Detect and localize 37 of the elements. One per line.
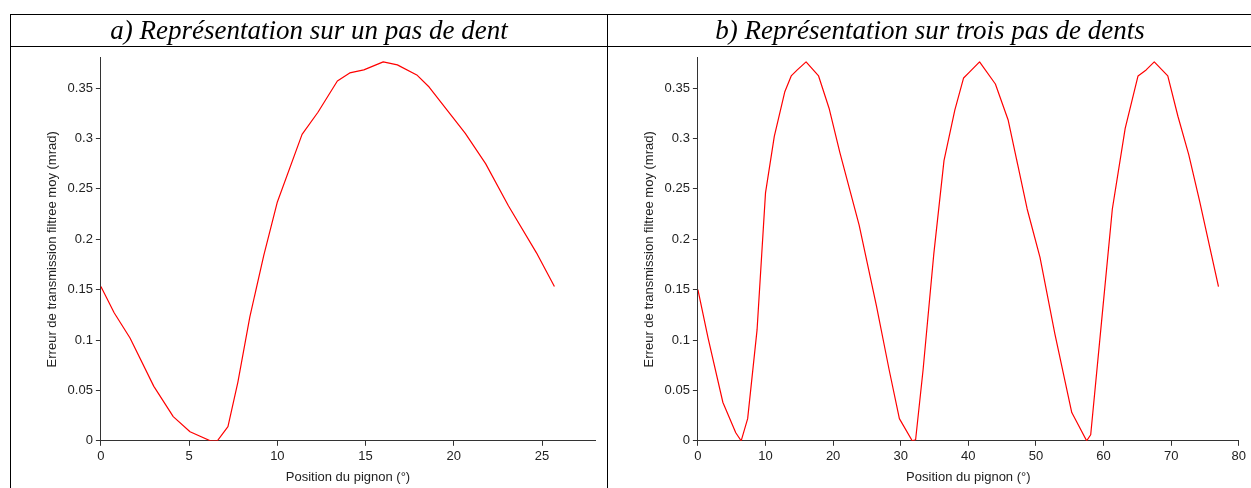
y-tick-label: 0.35 (664, 79, 690, 95)
y-tick-label: 0 (85, 432, 93, 448)
chart-title: a) Représentation sur un pas de dent (11, 15, 607, 47)
x-tick-label: 0 (97, 448, 105, 464)
y-tick-label: 0.3 (671, 130, 690, 146)
y-tick-label: 0.25 (67, 180, 93, 196)
x-axis-title: Position du pignon (°) (285, 468, 411, 484)
x-tick-label: 15 (358, 448, 373, 464)
x-axis-title: Position du pignon (°) (906, 468, 1031, 484)
y-tick-label: 0.2 (671, 230, 690, 246)
y-tick-label: 0 (682, 432, 690, 448)
x-tick-label: 70 (1163, 448, 1179, 464)
x-tick-label: 10 (270, 448, 285, 464)
x-tick-label: 0 (694, 448, 702, 464)
x-tick-label: 5 (185, 448, 193, 464)
chart-title: b) Représentation sur trois pas de dents (608, 15, 1251, 47)
y-tick-label: 0.35 (67, 79, 93, 95)
y-tick-label: 0.3 (74, 130, 93, 146)
y-tick-label: 0.15 (664, 281, 690, 297)
x-tick-label: 20 (446, 448, 462, 464)
y-tick-label: 0.2 (74, 230, 93, 246)
x-tick-label: 20 (825, 448, 841, 464)
y-tick-label: 0.25 (664, 180, 690, 196)
y-axis-title: Erreur de transmission filtree moy (mrad) (44, 131, 60, 368)
y-axis-title: Erreur de transmission filtree moy (mrad) (641, 131, 657, 368)
y-tick-label: 0.1 (74, 331, 93, 347)
x-tick-label: 50 (1028, 448, 1044, 464)
x-tick-label: 80 (1231, 448, 1246, 464)
x-tick-label: 40 (961, 448, 976, 464)
x-tick-label: 10 (758, 448, 773, 464)
y-tick-label: 0.1 (671, 331, 690, 347)
y-tick-label: 0.05 (664, 381, 690, 397)
x-tick-label: 60 (1096, 448, 1111, 464)
x-tick-label: 30 (893, 448, 908, 464)
y-tick-label: 0.05 (67, 381, 93, 397)
x-tick-label: 25 (534, 448, 550, 464)
y-tick-label: 0.15 (67, 281, 93, 297)
